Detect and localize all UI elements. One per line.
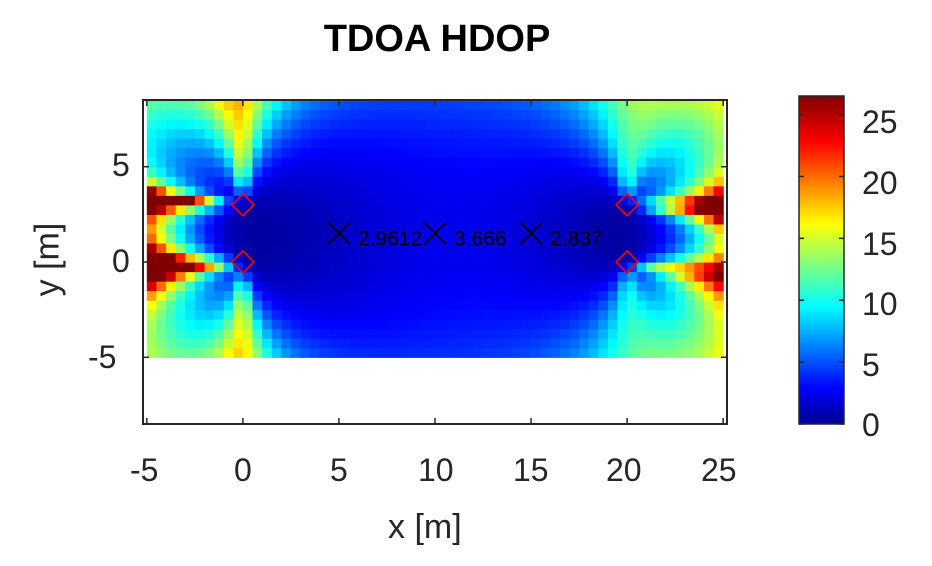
x-axis-label: x [m] [388, 508, 462, 546]
x-tick-10: 10 [418, 452, 454, 488]
test-point-hdop-label: 3.666 [454, 227, 507, 250]
anchor-diamond-marker [614, 249, 640, 275]
axis-ticks [143, 100, 727, 424]
colorbar [798, 95, 845, 425]
colorbar-tick-10: 10 [862, 286, 898, 322]
anchor-diamond-marker [230, 192, 256, 217]
markers-layer: 2.9612 3.666 2.837 [230, 192, 640, 275]
x-tick-20: 20 [606, 452, 642, 488]
y-axis-label: y [m] [28, 222, 67, 297]
chart-title: TDOA HDOP [323, 18, 551, 60]
y-tick-neg5: -5 [88, 339, 117, 375]
x-tick-0: 0 [234, 452, 252, 488]
x-tick-neg5: -5 [130, 452, 159, 488]
colorbar-tick-5: 5 [862, 347, 880, 383]
colorbar-ticks [799, 113, 844, 425]
hdop-heatmap [146, 100, 724, 358]
x-tick-15: 15 [513, 452, 549, 488]
x-tick-25: 25 [701, 452, 737, 488]
y-tick-5: 5 [112, 147, 130, 183]
test-point-x-marker: 3.666 [423, 221, 507, 250]
colorbar-tick-15: 15 [862, 226, 898, 262]
anchor-diamond-marker [230, 249, 256, 275]
test-point-x-marker: 2.9612 [327, 221, 422, 250]
colorbar-tick-20: 20 [862, 165, 898, 201]
test-point-hdop-label: 2.9612 [358, 227, 422, 250]
test-point-x-marker: 2.837 [519, 221, 603, 250]
x-tick-5: 5 [330, 452, 348, 488]
y-tick-0: 0 [112, 243, 130, 279]
test-point-hdop-label: 2.837 [550, 227, 603, 250]
colorbar-tick-25: 25 [862, 104, 898, 140]
anchor-diamond-marker [614, 192, 640, 217]
colorbar-tick-0: 0 [862, 407, 880, 443]
